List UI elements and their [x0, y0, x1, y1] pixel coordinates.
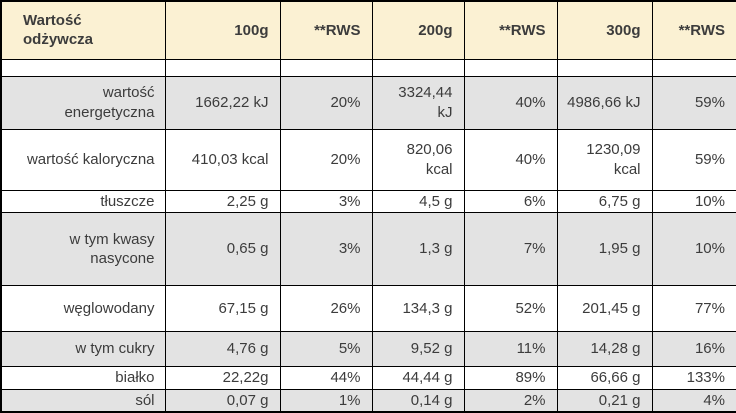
row-energy: wartość energetyczna 1662,22 kJ 20% 3324…: [0, 75, 736, 130]
value-100g: 4,76 g: [164, 331, 281, 367]
header-nutrition-label: Wartość odżywcza: [0, 0, 166, 60]
rws-300g: 10%: [651, 189, 736, 213]
rws-300g: [651, 58, 736, 77]
row-label: białko: [0, 366, 166, 390]
row-carbohydrates: węglowodany 67,15 g 26% 134,3 g 52% 201,…: [0, 285, 736, 332]
value-300g: 66,66 g: [556, 366, 653, 390]
row-saturated-fat: w tym kwasy nasycone 0,65 g 3% 1,3 g 7% …: [0, 212, 736, 286]
value-200g: 9,52 g: [371, 331, 465, 367]
row-salt: sól 0,07 g 1% 0,14 g 2% 0,21 g 4%: [0, 388, 736, 413]
value-200g: 3324,44 kJ: [371, 75, 465, 130]
value-100g: 0,65 g: [164, 212, 281, 286]
value-300g: 0,21 g: [556, 388, 653, 413]
row-calories: wartość kaloryczna 410,03 kcal 20% 820,0…: [0, 128, 736, 191]
rws-200g: 7%: [463, 212, 558, 286]
rws-100g: 3%: [279, 189, 373, 213]
value-100g: 67,15 g: [164, 285, 281, 332]
rws-200g: 40%: [463, 128, 558, 191]
spacer-row: [0, 58, 736, 77]
value-200g: 4,5 g: [371, 189, 465, 213]
row-label: węglowodany: [0, 285, 166, 332]
row-protein: białko 22,22g 44% 44,44 g 89% 66,66 g 13…: [0, 366, 736, 390]
row-sugars: w tym cukry 4,76 g 5% 9,52 g 11% 14,28 g…: [0, 331, 736, 367]
row-label: sól: [0, 388, 166, 413]
header-100g: 100g: [164, 0, 281, 60]
value-100g: 410,03 kcal: [164, 128, 281, 191]
rws-300g: 16%: [651, 331, 736, 367]
header-rws-100g: **RWS: [279, 0, 373, 60]
value-300g: [556, 58, 653, 77]
value-100g: [164, 58, 281, 77]
rws-200g: 6%: [463, 189, 558, 213]
rws-100g: 3%: [279, 212, 373, 286]
rws-300g: 10%: [651, 212, 736, 286]
rws-100g: 20%: [279, 75, 373, 130]
rws-100g: 1%: [279, 388, 373, 413]
rws-100g: 26%: [279, 285, 373, 332]
rws-300g: 77%: [651, 285, 736, 332]
value-200g: 0,14 g: [371, 388, 465, 413]
rws-200g: [463, 58, 558, 77]
rws-200g: 2%: [463, 388, 558, 413]
value-100g: 2,25 g: [164, 189, 281, 213]
row-label: w tym kwasy nasycone: [0, 212, 166, 286]
header-rws-200g: **RWS: [463, 0, 558, 60]
row-label: w tym cukry: [0, 331, 166, 367]
value-200g: 134,3 g: [371, 285, 465, 332]
row-fat: tłuszcze 2,25 g 3% 4,5 g 6% 6,75 g 10%: [0, 189, 736, 213]
value-300g: 201,45 g: [556, 285, 653, 332]
value-300g: 14,28 g: [556, 331, 653, 367]
rws-200g: 89%: [463, 366, 558, 390]
header-row: Wartość odżywcza 100g **RWS 200g **RWS 3…: [0, 0, 736, 60]
row-label: wartość kaloryczna: [0, 128, 166, 191]
rws-200g: 11%: [463, 331, 558, 367]
rws-300g: 59%: [651, 128, 736, 191]
rws-200g: 40%: [463, 75, 558, 130]
value-200g: 820,06 kcal: [371, 128, 465, 191]
rws-300g: 4%: [651, 388, 736, 413]
value-300g: 4986,66 kJ: [556, 75, 653, 130]
rws-300g: 133%: [651, 366, 736, 390]
value-100g: 22,22g: [164, 366, 281, 390]
value-100g: 0,07 g: [164, 388, 281, 413]
value-300g: 6,75 g: [556, 189, 653, 213]
value-300g: 1,95 g: [556, 212, 653, 286]
rws-100g: 20%: [279, 128, 373, 191]
row-label: [0, 58, 166, 77]
header-rws-300g: **RWS: [651, 0, 736, 60]
value-200g: 44,44 g: [371, 366, 465, 390]
row-label: tłuszcze: [0, 189, 166, 213]
value-200g: 1,3 g: [371, 212, 465, 286]
header-200g: 200g: [371, 0, 465, 60]
rws-100g: 44%: [279, 366, 373, 390]
rws-100g: [279, 58, 373, 77]
value-300g: 1230,09 kcal: [556, 128, 653, 191]
rws-200g: 52%: [463, 285, 558, 332]
row-label: wartość energetyczna: [0, 75, 166, 130]
header-300g: 300g: [556, 0, 653, 60]
value-200g: [371, 58, 465, 77]
rws-100g: 5%: [279, 331, 373, 367]
rws-300g: 59%: [651, 75, 736, 130]
value-100g: 1662,22 kJ: [164, 75, 281, 130]
